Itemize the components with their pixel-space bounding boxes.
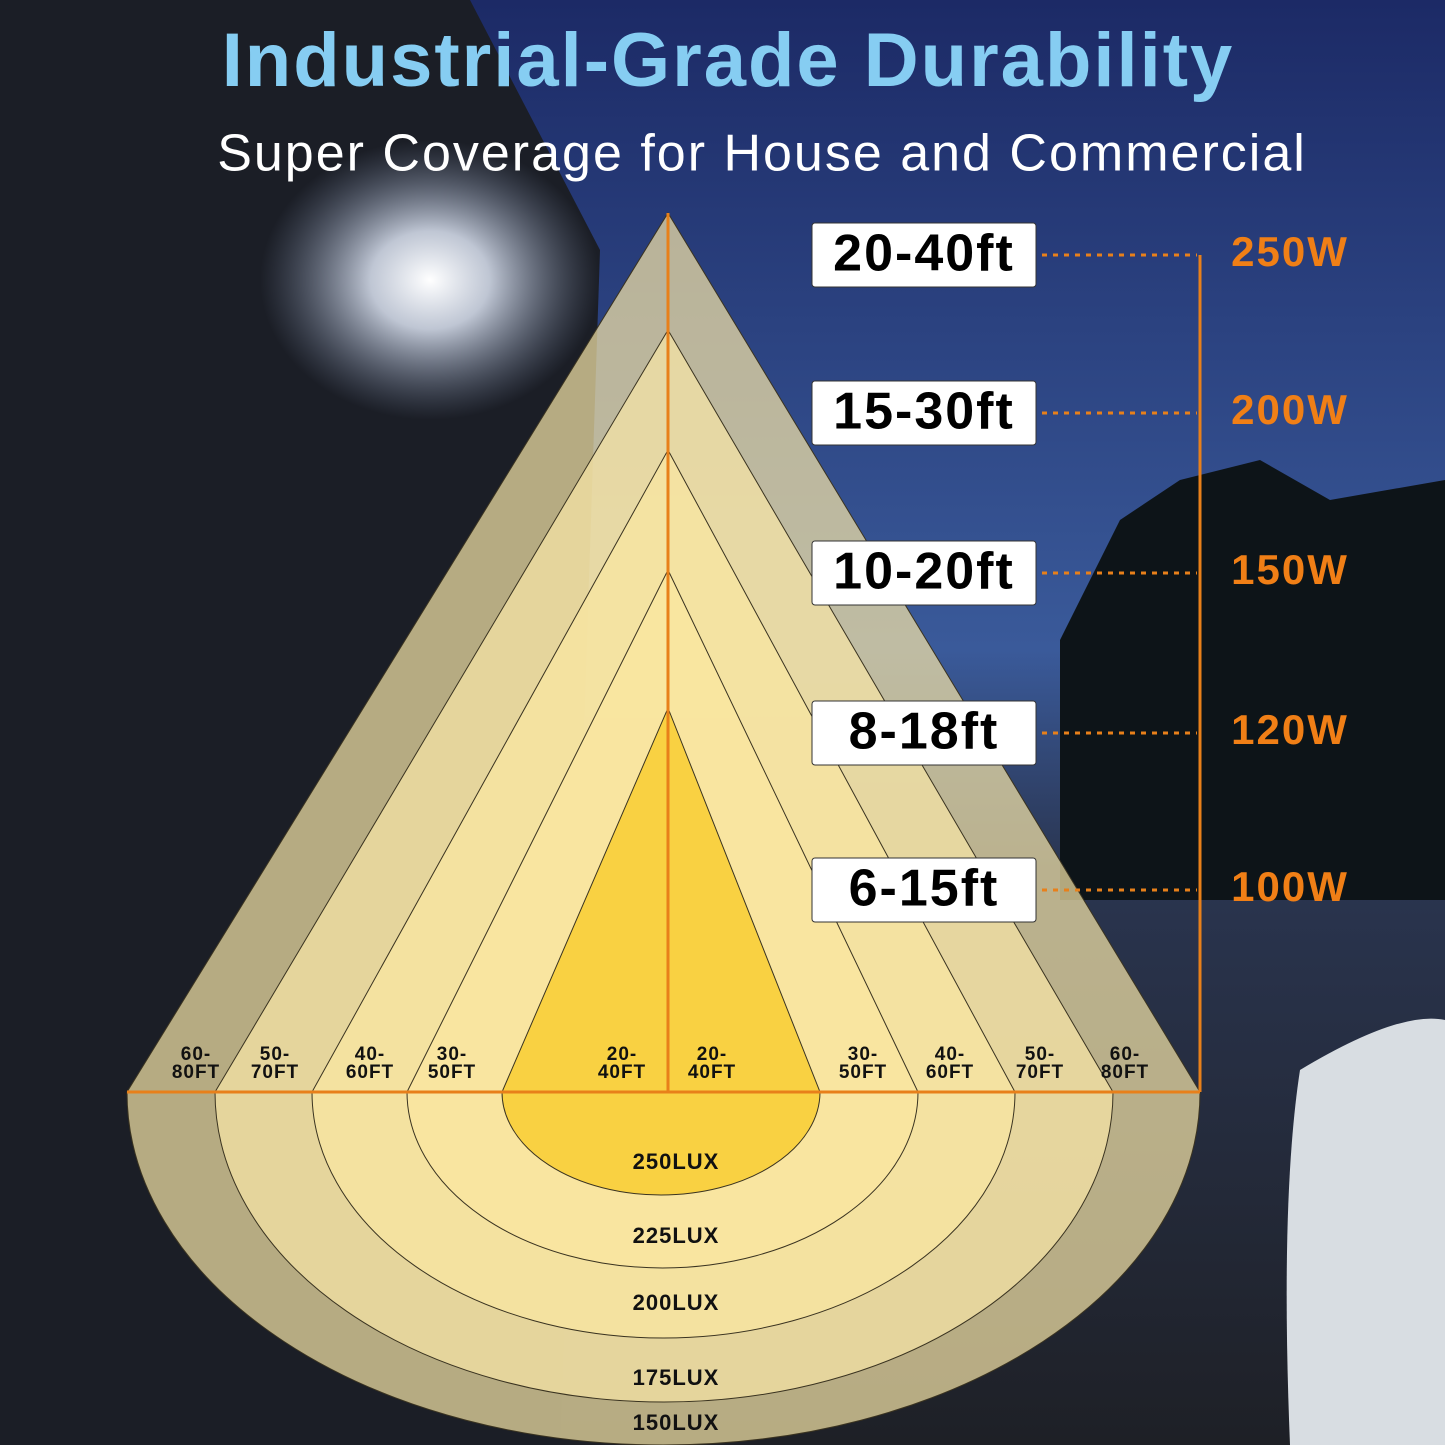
width-label: 50FT bbox=[839, 1062, 887, 1083]
height-box bbox=[811, 540, 1037, 606]
lux-label: 150LUX bbox=[633, 1410, 720, 1435]
width-label: 20- bbox=[697, 1044, 727, 1065]
lamp-glow bbox=[260, 140, 600, 420]
cone bbox=[501, 706, 821, 1196]
width-label: 60- bbox=[1110, 1044, 1140, 1065]
power-label: 250W bbox=[1231, 228, 1349, 275]
height-box bbox=[811, 700, 1037, 766]
lux-label: 175LUX bbox=[633, 1365, 720, 1390]
power-label: 100W bbox=[1231, 863, 1349, 910]
lux-label: 225LUX bbox=[633, 1223, 720, 1248]
width-label: 40- bbox=[355, 1044, 385, 1065]
width-label: 50FT bbox=[428, 1062, 476, 1083]
subtitle: Super Coverage for House and Commercial bbox=[217, 125, 1307, 183]
width-label: 60FT bbox=[926, 1062, 974, 1083]
lux-label: 250LUX bbox=[633, 1149, 720, 1174]
height-label: 15-30ft bbox=[833, 383, 1015, 441]
width-label: 30- bbox=[848, 1044, 878, 1065]
width-label: 60- bbox=[181, 1044, 211, 1065]
height-box bbox=[811, 380, 1037, 446]
car bbox=[1286, 1018, 1445, 1445]
title: Industrial-Grade Durability bbox=[222, 18, 1235, 103]
height-box bbox=[811, 222, 1037, 288]
width-label: 20- bbox=[607, 1044, 637, 1065]
height-label: 6-15ft bbox=[849, 860, 1000, 918]
width-label: 70FT bbox=[251, 1062, 299, 1083]
power-label: 200W bbox=[1231, 386, 1349, 433]
width-label: 30- bbox=[437, 1044, 467, 1065]
width-label: 50- bbox=[1025, 1044, 1055, 1065]
power-label: 120W bbox=[1231, 706, 1349, 753]
width-label: 80FT bbox=[172, 1062, 220, 1083]
height-label: 10-20ft bbox=[833, 543, 1015, 601]
height-label: 20-40ft bbox=[833, 225, 1015, 283]
lux-label: 200LUX bbox=[633, 1290, 720, 1315]
width-label: 50- bbox=[260, 1044, 290, 1065]
width-label: 40FT bbox=[598, 1062, 646, 1083]
width-label: 60FT bbox=[346, 1062, 394, 1083]
width-label: 80FT bbox=[1101, 1062, 1149, 1083]
width-label: 40FT bbox=[688, 1062, 736, 1083]
height-label: 8-18ft bbox=[849, 703, 1000, 761]
width-label: 40- bbox=[935, 1044, 965, 1065]
power-label: 150W bbox=[1231, 546, 1349, 593]
trees bbox=[1060, 460, 1445, 900]
height-box bbox=[811, 857, 1037, 923]
width-label: 70FT bbox=[1016, 1062, 1064, 1083]
